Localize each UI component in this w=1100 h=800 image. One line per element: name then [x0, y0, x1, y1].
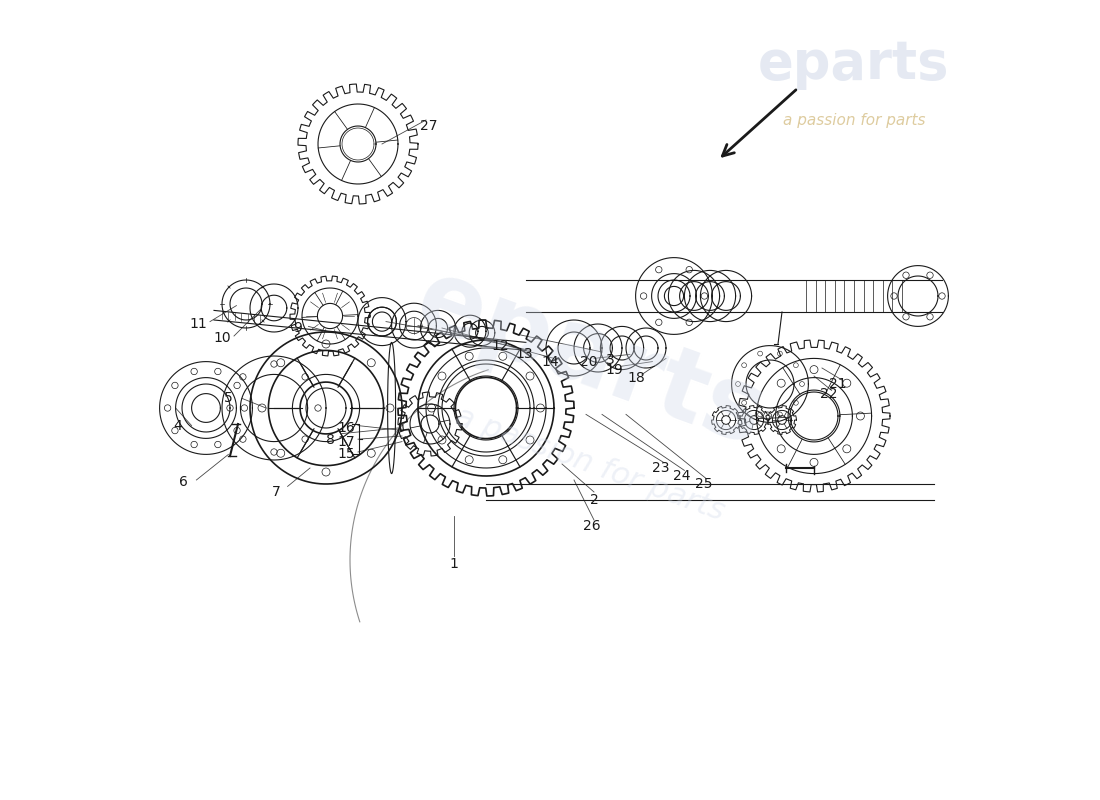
Text: 3: 3 — [606, 353, 615, 367]
Text: 9: 9 — [294, 321, 302, 335]
Text: 26: 26 — [583, 519, 601, 534]
Text: 11: 11 — [189, 317, 207, 331]
Text: 10: 10 — [213, 330, 231, 345]
Text: a passion for parts: a passion for parts — [451, 402, 728, 526]
Text: 14: 14 — [541, 354, 559, 369]
Text: eparts: eparts — [758, 38, 949, 90]
Text: 18: 18 — [627, 370, 646, 385]
Text: 24: 24 — [673, 469, 691, 483]
Text: 7: 7 — [272, 485, 280, 499]
Text: 20: 20 — [580, 354, 597, 369]
Text: 27: 27 — [420, 119, 437, 134]
Text: 16: 16 — [337, 421, 355, 435]
Text: 21: 21 — [829, 377, 847, 391]
Text: 12: 12 — [492, 338, 509, 353]
Text: 4: 4 — [174, 418, 183, 433]
Text: 6: 6 — [179, 474, 188, 489]
Text: 2: 2 — [590, 493, 598, 507]
Text: 19: 19 — [605, 362, 623, 377]
Text: 1: 1 — [450, 557, 459, 571]
Text: 23: 23 — [651, 461, 669, 475]
Text: 25: 25 — [695, 477, 713, 491]
Text: 22: 22 — [820, 386, 837, 401]
Text: 5: 5 — [224, 391, 233, 406]
Text: 13: 13 — [516, 346, 534, 361]
Text: 8: 8 — [327, 433, 336, 447]
Text: eparts: eparts — [403, 252, 778, 468]
Text: 15: 15 — [338, 447, 355, 462]
Text: a passion for parts: a passion for parts — [783, 113, 925, 127]
Text: 17: 17 — [338, 434, 355, 449]
